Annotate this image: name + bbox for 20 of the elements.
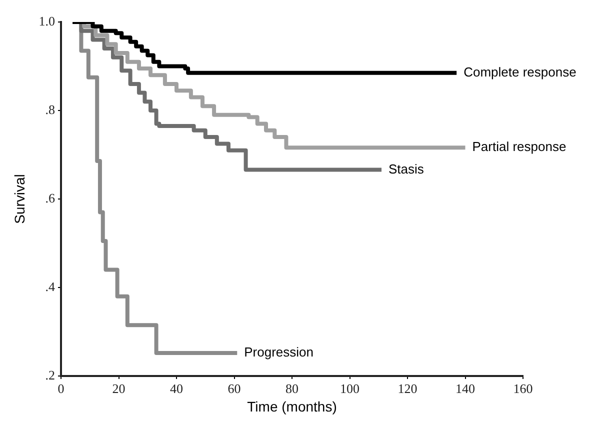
series-label: Partial response — [472, 139, 566, 154]
series-label: Stasis — [388, 161, 424, 176]
x-tick-label: 100 — [340, 381, 360, 396]
series-label: Progression — [244, 344, 314, 360]
x-tick-label: 0 — [58, 381, 64, 396]
series-label: Complete response — [464, 64, 576, 80]
x-tick-label: 140 — [456, 381, 475, 396]
x-tick-label: 120 — [398, 381, 418, 396]
y-tick-label: .6 — [45, 190, 56, 206]
y-tick-label: .2 — [45, 367, 55, 382]
x-tick-label: 40 — [170, 381, 183, 396]
x-tick-label: 80 — [286, 381, 298, 396]
x-tick-label: 60 — [228, 381, 241, 396]
y-tick-label: .4 — [45, 278, 56, 294]
y-axis-title: Survival — [11, 174, 28, 224]
y-tick-label: .8 — [45, 102, 55, 117]
x-tick-label: 160 — [513, 381, 533, 396]
x-axis-title: Time (months) — [247, 398, 337, 414]
y-tick-label: 1.0 — [38, 13, 55, 28]
x-tick-label: 20 — [112, 381, 126, 396]
